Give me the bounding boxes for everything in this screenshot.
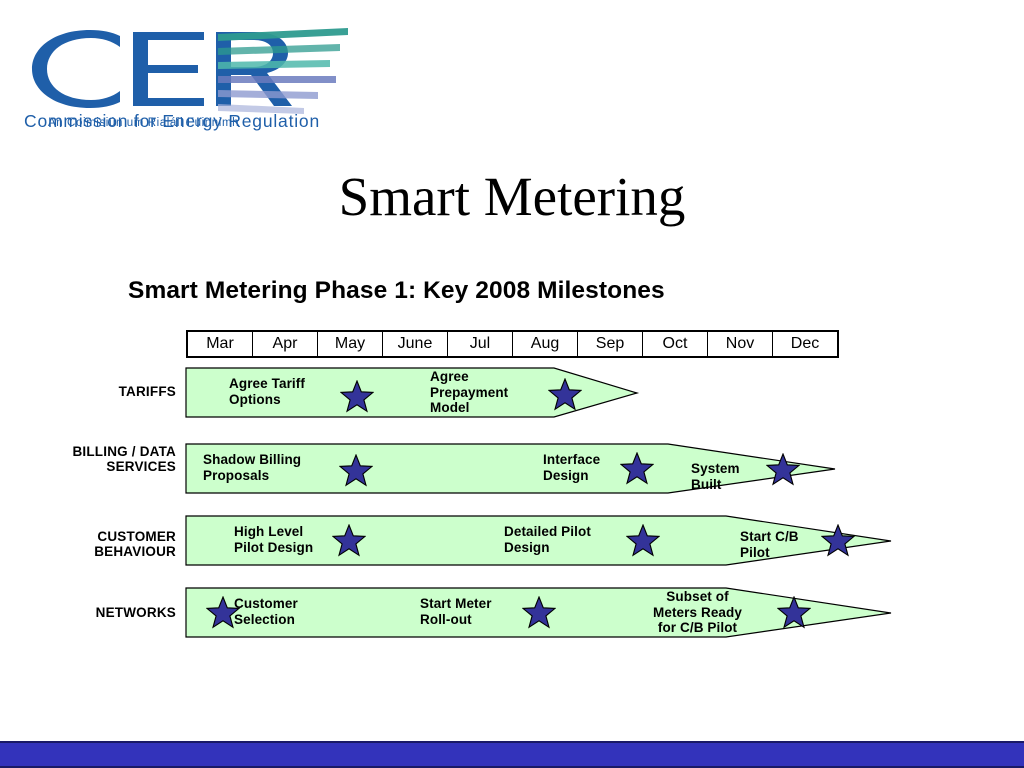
milestone-star	[766, 453, 800, 486]
month-cell-june: June	[382, 330, 448, 358]
arrow-customer-behaviour	[185, 515, 892, 566]
milestone-star	[206, 596, 240, 629]
logo-tagline-ga: An Coimisiún um Rialáil Fuinnimh	[48, 117, 240, 129]
milestone-agree-prepayment-model: Agree Prepayment Model	[430, 369, 509, 415]
row-label-billing-data-services: BILLING / DATA SERVICES	[72, 444, 176, 474]
milestone-start-meter-roll-out: Start Meter Roll-out	[420, 596, 492, 627]
milestone-star	[620, 452, 654, 485]
month-cell-nov: Nov	[707, 330, 773, 358]
month-cell-mar: Mar	[186, 330, 253, 358]
month-cell-sep: Sep	[577, 330, 643, 358]
milestone-star	[777, 596, 811, 629]
milestone-star	[340, 380, 374, 413]
month-cell-apr: Apr	[252, 330, 318, 358]
milestone-subset-of-meters-ready: Subset of Meters Ready for C/B Pilot	[653, 589, 742, 635]
month-cell-may: May	[317, 330, 383, 358]
month-cell-jul: Jul	[447, 330, 513, 358]
footer-bar	[0, 741, 1024, 768]
milestone-agree-tariff-options: Agree Tariff Options	[229, 376, 305, 407]
month-header-table: Mar Apr May June Jul Aug Sep Oct Nov Dec	[186, 330, 839, 358]
milestone-detailed-pilot-design: Detailed Pilot Design	[504, 524, 591, 555]
row-label-networks: NETWORKS	[95, 605, 176, 620]
month-cell-dec: Dec	[772, 330, 839, 358]
row-label-tariffs: TARIFFS	[118, 384, 176, 399]
cer-logo: Commission for Energy Regulation An Coim…	[18, 22, 348, 134]
milestone-system-built: System Built	[691, 461, 740, 492]
arrow-tariffs	[185, 367, 640, 418]
milestone-shadow-billing-proposals: Shadow Billing Proposals	[203, 452, 302, 483]
chart-heading: Smart Metering Phase 1: Key 2008 Milesto…	[128, 277, 665, 304]
milestone-high-level-pilot-design: High Level Pilot Design	[234, 524, 314, 555]
milestone-customer-selection: Customer Selection	[234, 596, 298, 627]
milestone-interface-design: Interface Design	[543, 452, 601, 483]
month-cell-oct: Oct	[642, 330, 708, 358]
month-cell-aug: Aug	[512, 330, 578, 358]
milestone-star	[548, 378, 582, 411]
milestone-star	[339, 454, 373, 487]
logo-letter-e	[133, 32, 204, 106]
table-row: Mar Apr May June Jul Aug Sep Oct Nov Dec	[186, 330, 839, 358]
milestone-star	[522, 596, 556, 629]
row-label-customer-behaviour: CUSTOMER BEHAVIOUR	[94, 529, 176, 559]
milestone-star	[821, 524, 855, 557]
logo-tagline-en: Commission for Energy Regulation	[24, 111, 320, 131]
logo-streaks	[218, 28, 348, 114]
milestone-start-cb-pilot: Start C/B Pilot	[740, 529, 799, 560]
logo-letter-c	[32, 30, 120, 108]
milestone-star	[626, 524, 660, 557]
milestone-star	[332, 524, 366, 557]
page-title: Smart Metering	[338, 166, 686, 227]
